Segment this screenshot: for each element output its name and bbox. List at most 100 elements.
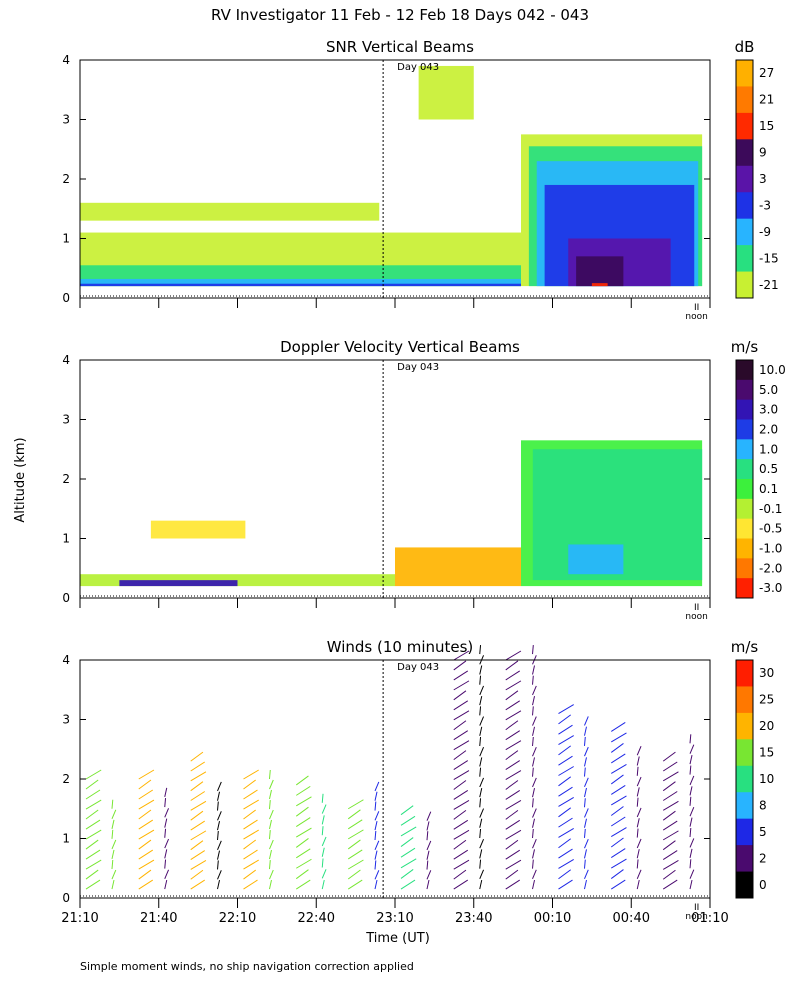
wind-barb — [190, 781, 204, 792]
heatmap-region — [568, 544, 624, 575]
wind-barb — [558, 786, 573, 797]
wind-barb — [190, 879, 206, 890]
colorbar-tick-label: 21 — [759, 93, 774, 107]
wind-barb — [190, 830, 207, 841]
colorbar-tick-label: -21 — [759, 278, 779, 292]
colorbar-tick-label: -15 — [759, 251, 779, 265]
noon-label: noon — [685, 312, 707, 322]
wind-barb — [532, 757, 536, 767]
wind-barb — [558, 858, 574, 869]
colorbar-swatch — [736, 558, 753, 579]
colorbar-tick-label: 2.0 — [759, 422, 778, 436]
wind-barb — [558, 807, 571, 818]
wind-barb — [243, 799, 259, 810]
wind-barb — [347, 849, 363, 860]
wind-barb — [558, 735, 574, 745]
colorbar-tick-label: 15 — [759, 746, 774, 760]
wind-barb — [532, 747, 537, 757]
wind-barb — [453, 879, 469, 890]
colorbar-swatch — [736, 360, 753, 381]
wind-barb — [138, 769, 155, 780]
colorbar-tick-label: 5.0 — [759, 383, 778, 397]
y-tick-label: 3 — [62, 713, 70, 727]
wind-barb — [85, 839, 99, 850]
wind-barb — [636, 828, 639, 838]
wind-barb — [479, 767, 482, 777]
wind-barb — [689, 848, 693, 858]
wind-barb — [138, 849, 154, 860]
wind-barb — [321, 879, 325, 890]
wind-barb — [295, 879, 311, 890]
wind-barb — [321, 793, 324, 803]
wind-barb — [479, 736, 482, 747]
y-tick-label: 3 — [62, 413, 70, 427]
wind-barb — [374, 850, 378, 860]
footnote: Simple moment winds, no ship navigation … — [80, 960, 414, 973]
wind-barb — [532, 788, 536, 798]
wind-barb — [583, 787, 587, 798]
wind-barb — [505, 790, 521, 800]
wind-barb — [190, 810, 204, 821]
wind-barb — [426, 860, 429, 870]
wind-barb — [400, 879, 416, 890]
wind-barb — [532, 706, 534, 716]
wind-barb — [662, 771, 679, 782]
colorbar-unit: m/s — [731, 638, 759, 656]
wind-barb — [374, 821, 378, 831]
colorbar-tick-label: 25 — [759, 693, 774, 707]
wind-barb — [164, 787, 168, 797]
colorbar-swatch — [736, 439, 753, 460]
wind-barb — [636, 838, 642, 849]
wind-barb — [532, 798, 534, 808]
x-tick-label: 01:10 — [691, 911, 728, 926]
wind-barb — [636, 787, 640, 797]
wind-barb — [426, 811, 432, 821]
wind-barb — [583, 757, 587, 767]
wind-barb — [295, 775, 309, 786]
wind-barb — [217, 821, 221, 831]
wind-barb — [689, 859, 692, 869]
colorbar-tick-label: 2 — [759, 851, 767, 865]
wind-barb — [689, 817, 693, 827]
y-tick-label: 0 — [62, 891, 70, 905]
wind-barb — [610, 774, 624, 785]
wind-barb — [138, 829, 155, 840]
wind-barb — [532, 645, 534, 655]
wind-barb — [662, 879, 678, 890]
heatmap-region — [418, 65, 474, 120]
wind-barb — [190, 771, 207, 782]
wind-barb — [243, 869, 256, 880]
colorbar-tick-label: 1.0 — [759, 442, 778, 456]
colorbar-tick-label: 0.5 — [759, 462, 778, 476]
wind-barb — [611, 764, 627, 774]
wind-barb — [532, 736, 534, 747]
wind-barb — [479, 645, 482, 655]
wind-barb — [321, 836, 327, 847]
colorbar-tick-label: -0.5 — [759, 522, 782, 536]
wind-barb — [689, 869, 695, 879]
panel-2: Doppler Velocity Vertical Beams 0 1 2 3 4 Day … — [62, 338, 785, 622]
wind-barb — [479, 665, 483, 675]
wind-barb — [243, 839, 256, 850]
wind-barb — [689, 744, 695, 754]
wind-barb — [662, 791, 678, 801]
wind-barb — [85, 799, 102, 810]
wind-barb — [269, 779, 274, 790]
colorbar-tick-label: 30 — [759, 666, 774, 680]
wind-barb — [138, 809, 152, 820]
wind-barb — [479, 869, 485, 880]
wind-barb — [584, 777, 589, 788]
wind-barb — [505, 819, 521, 830]
wind-barb — [268, 849, 272, 860]
wind-barb — [347, 799, 364, 810]
wind-barb — [268, 769, 271, 780]
panel-frame — [79, 659, 711, 899]
wind-barb — [374, 791, 378, 801]
x-tick-label: 22:10 — [219, 911, 256, 926]
colorbar-swatch — [736, 379, 753, 401]
wind-barb — [217, 879, 221, 890]
wind-barb — [689, 755, 693, 765]
wind-barb — [190, 761, 206, 772]
wind-barb — [453, 760, 469, 770]
